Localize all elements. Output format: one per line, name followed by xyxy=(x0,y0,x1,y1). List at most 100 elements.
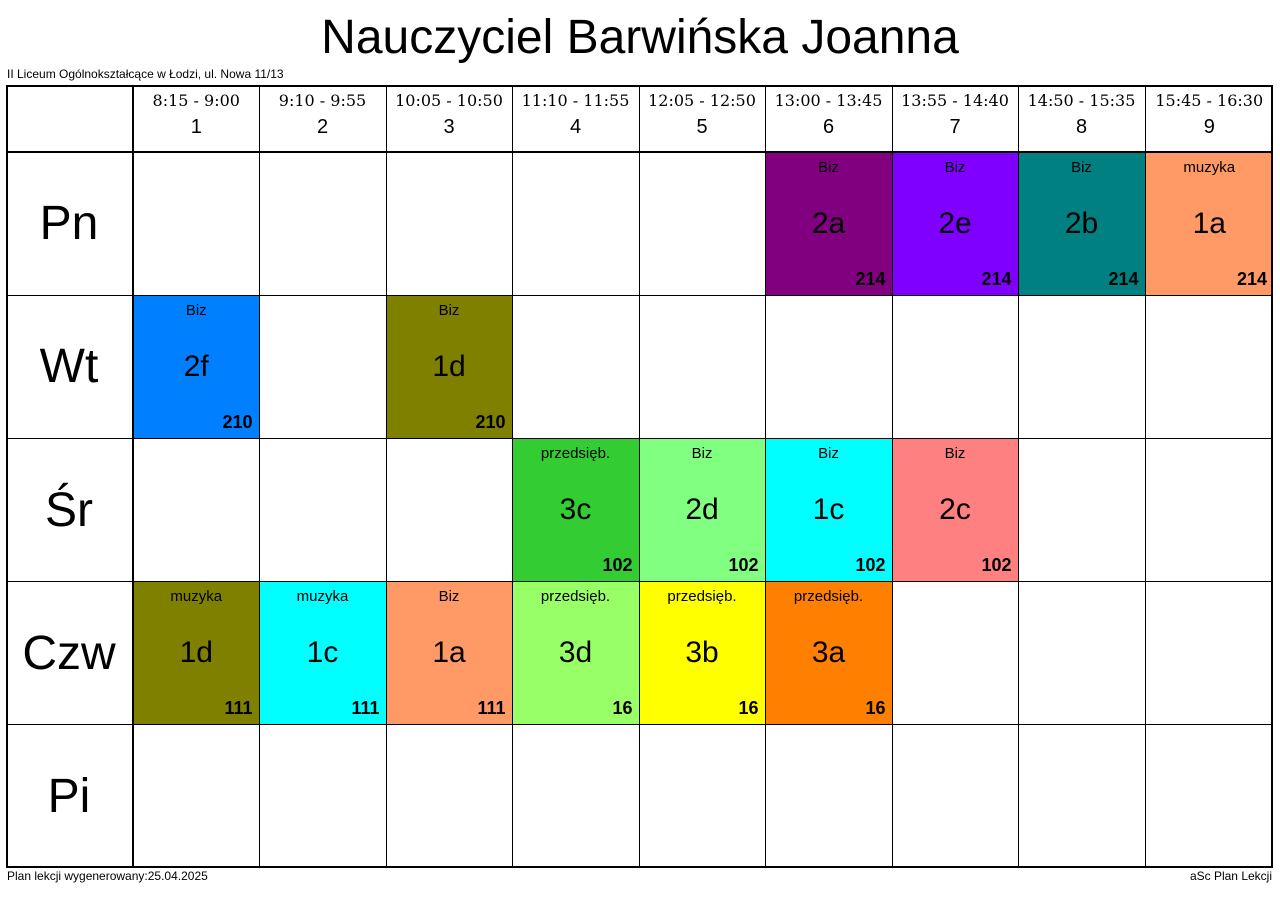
timetable-cell[interactable]: Biz 2b 214 xyxy=(1017,152,1145,296)
lesson-room: 16 xyxy=(612,698,633,719)
period-header-2: 9:10 - 9:55 2 xyxy=(258,85,386,154)
lesson-class: 3b xyxy=(685,636,719,670)
timetable-cell xyxy=(511,152,639,296)
timetable-cell xyxy=(891,724,1018,868)
timetable-cell xyxy=(1017,437,1145,582)
timetable-cell[interactable]: przedsięb. 3d 16 xyxy=(511,581,639,725)
period-number: 2 xyxy=(316,116,329,138)
lesson-subject: przedsięb. xyxy=(540,588,611,606)
day-row: Wt Biz 2f 210 Biz 1d 210 xyxy=(6,294,1273,439)
lesson-card[interactable]: Biz 2c 102 xyxy=(893,439,1018,581)
lesson-subject: Biz xyxy=(438,588,460,606)
lesson-room: 210 xyxy=(222,411,253,432)
lesson-class: 1a xyxy=(1192,207,1226,241)
lesson-card[interactable]: muzyka 1a 214 xyxy=(1146,153,1274,295)
timetable-cell[interactable]: Biz 2a 214 xyxy=(764,152,892,296)
lesson-card[interactable]: Biz 2e 214 xyxy=(893,153,1018,295)
period-time: 8:15 - 9:00 xyxy=(152,91,240,110)
timetable-cell[interactable]: muzyka 1c 111 xyxy=(258,581,386,725)
day-label: Pi xyxy=(6,724,134,868)
lesson-subject: Biz xyxy=(944,159,966,177)
lesson-room: 111 xyxy=(351,698,380,719)
lesson-subject: przedsięb. xyxy=(793,588,864,606)
period-header-row: 8:15 - 9:00 1 9:10 - 9:55 2 10:05 - 10:50 3 11… xyxy=(6,85,1273,154)
lesson-class: 3c xyxy=(559,492,592,526)
lesson-card[interactable]: Biz 2d 102 xyxy=(640,439,765,581)
timetable-cell[interactable]: Biz 2c 102 xyxy=(891,437,1018,582)
timetable-cell[interactable]: Biz 2f 210 xyxy=(133,294,259,439)
lesson-subject: Biz xyxy=(818,159,839,177)
timetable-cell[interactable]: przedsięb. 3b 16 xyxy=(638,581,765,725)
timetable-cell[interactable]: Biz 1d 210 xyxy=(385,294,512,439)
lesson-class: 1d xyxy=(432,349,466,383)
lesson-card[interactable]: przedsięb. 3c 102 xyxy=(513,439,639,581)
timetable-cell xyxy=(511,724,639,868)
period-time: 9:10 - 9:55 xyxy=(278,91,367,110)
lesson-class: 2a xyxy=(811,207,846,241)
timetable-cell[interactable]: muzyka 1a 214 xyxy=(1144,152,1274,296)
timetable-cell[interactable]: Biz 1a 111 xyxy=(385,581,512,725)
lesson-card[interactable]: muzyka 1d 111 xyxy=(134,582,259,724)
period-number: 4 xyxy=(569,116,582,138)
day-label: Pn xyxy=(6,152,134,296)
timetable-cell[interactable]: Biz 2d 102 xyxy=(638,437,765,582)
lesson-room: 111 xyxy=(477,698,506,719)
lesson-room: 102 xyxy=(981,555,1012,576)
lesson-card[interactable]: przedsięb. 3d 16 xyxy=(513,582,639,724)
period-header-8: 14:50 - 15:35 8 xyxy=(1017,85,1145,154)
timetable-cell xyxy=(764,294,892,439)
timetable-cell xyxy=(1144,437,1273,582)
lesson-room: 102 xyxy=(855,555,886,576)
lesson-card[interactable]: Biz 1a 111 xyxy=(387,582,512,724)
lesson-card[interactable]: Biz 2a 214 xyxy=(766,153,892,295)
timetable-cell xyxy=(133,724,259,868)
timetable-cell[interactable]: Biz 1c 102 xyxy=(764,437,892,582)
timetable-cell xyxy=(133,437,259,582)
lesson-subject: muzyka xyxy=(1183,159,1236,177)
timetable-cell xyxy=(1017,581,1145,725)
day-label: Wt xyxy=(6,294,134,439)
lesson-class: 1d xyxy=(179,636,213,670)
timetable-cell[interactable]: muzyka 1d 111 xyxy=(133,581,259,725)
timetable-cell xyxy=(1017,724,1145,868)
lesson-card[interactable]: przedsięb. 3b 16 xyxy=(640,582,765,724)
lesson-subject: Biz xyxy=(818,444,839,462)
period-number: 1 xyxy=(190,116,202,138)
timetable-cell[interactable]: przedsięb. 3a 16 xyxy=(764,581,892,725)
period-time: 15:45 - 16:30 xyxy=(1155,91,1264,110)
lesson-subject: Biz xyxy=(1071,159,1092,177)
lesson-room: 16 xyxy=(738,698,759,719)
period-time: 12:05 - 12:50 xyxy=(648,91,756,110)
lesson-card[interactable]: muzyka 1c 111 xyxy=(260,582,386,724)
period-time: 13:55 - 14:40 xyxy=(901,91,1009,110)
lesson-card[interactable]: Biz 2f 210 xyxy=(134,296,259,438)
period-header-7: 13:55 - 14:40 7 xyxy=(891,85,1018,154)
lesson-subject: muzyka xyxy=(296,588,349,606)
lesson-subject: Biz xyxy=(691,444,713,462)
period-number: 7 xyxy=(949,116,961,138)
lesson-card[interactable]: Biz 1d 210 xyxy=(387,296,512,438)
timetable-cell xyxy=(385,724,512,868)
timetable-cell xyxy=(638,724,765,868)
timetable-cell[interactable]: przedsięb. 3c 102 xyxy=(511,437,639,582)
day-row: Pn Biz 2a 214 Biz 2e 214 Biz 2b 214 muzyka 1a 214 xyxy=(6,152,1274,296)
timetable-cell[interactable]: Biz 2e 214 xyxy=(891,152,1018,296)
lesson-card[interactable]: Biz 1c 102 xyxy=(766,439,892,581)
lesson-card[interactable]: Biz 2b 214 xyxy=(1019,153,1145,295)
timetable-cell xyxy=(638,294,765,439)
lesson-room: 102 xyxy=(602,555,633,576)
period-time: 13:00 - 13:45 xyxy=(774,91,883,110)
timetable-cell xyxy=(1144,294,1273,439)
page-title: Nauczyciel Barwińska Joanna xyxy=(321,11,959,64)
app-name: aSc Plan Lekcji xyxy=(1189,869,1272,883)
lesson-class: 2e xyxy=(938,207,972,241)
lesson-room: 214 xyxy=(981,268,1012,289)
period-number: 8 xyxy=(1075,116,1088,138)
period-header-3: 10:05 - 10:50 3 xyxy=(385,85,512,154)
lesson-card[interactable]: przedsięb. 3a 16 xyxy=(766,582,892,724)
period-header-9: 15:45 - 16:30 9 xyxy=(1144,85,1273,154)
period-time: 14:50 - 15:35 xyxy=(1027,91,1136,110)
timetable-cell xyxy=(258,294,386,439)
timetable-cell xyxy=(258,152,386,296)
day-label: Czw xyxy=(6,581,134,725)
